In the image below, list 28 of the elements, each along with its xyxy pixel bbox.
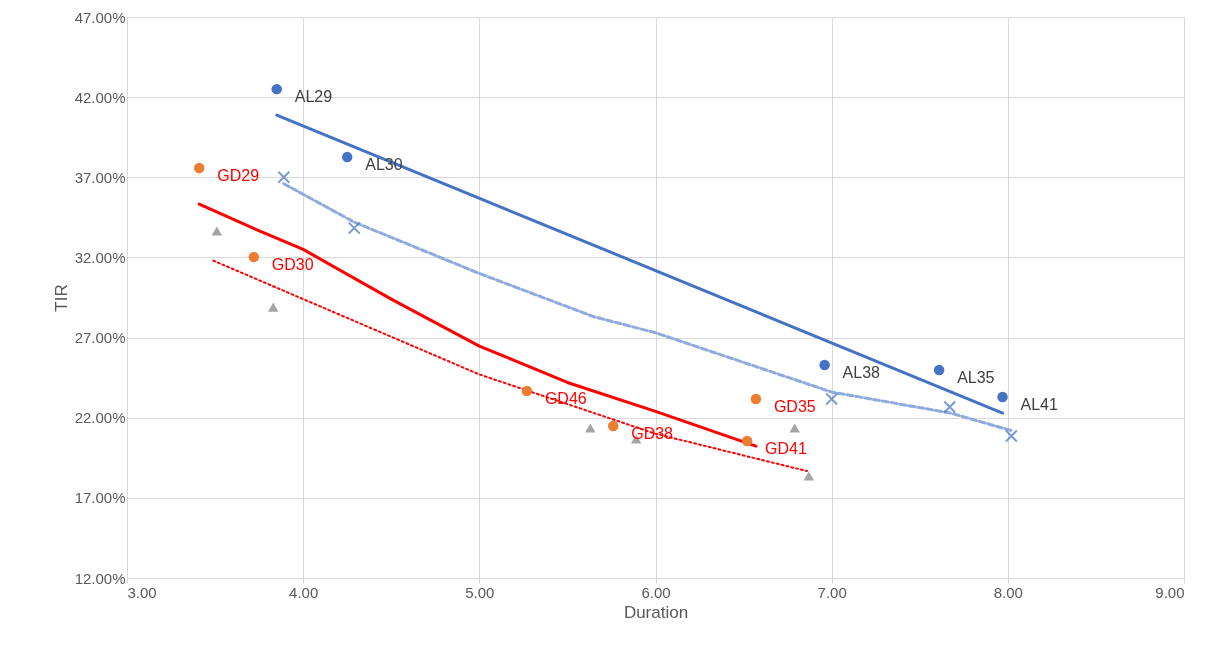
x-tick-label: 9.00: [1155, 583, 1185, 601]
y-tick-label: 17.00%: [74, 489, 126, 507]
annotation: AL41: [1020, 396, 1059, 414]
y-tick-label: 12.00%: [74, 569, 126, 587]
annotation: GD29: [217, 166, 260, 184]
line-series: [197, 202, 758, 448]
x-tick-label: 8.00: [993, 583, 1023, 601]
annotation: GD30: [271, 256, 314, 274]
y-tick-label: 22.00%: [74, 409, 126, 427]
y-tick-label: 42.00%: [74, 88, 126, 106]
annotation: GD35: [773, 397, 816, 415]
x-axis-title: Duration: [623, 602, 689, 622]
x-tick-label: 6.00: [641, 583, 671, 601]
annotation: AL29: [294, 88, 333, 106]
y-tick-label: 37.00%: [74, 168, 126, 186]
x-tick-label: 5.00: [465, 583, 495, 601]
annotation: AL30: [365, 156, 403, 174]
x-tick-label: 3.00: [127, 583, 157, 601]
annotation: AL35: [957, 368, 995, 386]
x-tick-label: 7.00: [817, 583, 847, 601]
annotation: GD41: [765, 439, 808, 457]
y-tick-label: 32.00%: [74, 248, 126, 266]
annotation: GD46: [544, 389, 587, 407]
x-tick-label: 4.00: [289, 583, 319, 601]
y-tick-label: 27.00%: [74, 329, 126, 347]
y-axis-title: TIR: [51, 284, 71, 312]
y-tick-label: 47.00%: [74, 8, 126, 26]
annotation: AL38: [842, 363, 881, 381]
